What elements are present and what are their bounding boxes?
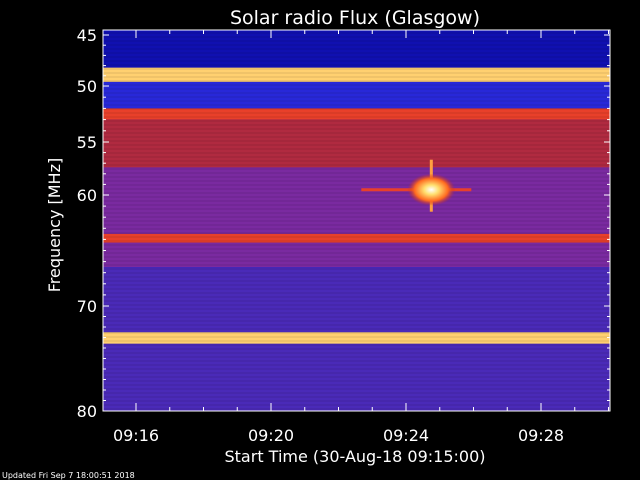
band-6 xyxy=(103,233,610,243)
plot-frame xyxy=(102,29,611,412)
band-7 xyxy=(103,242,610,268)
band-0 xyxy=(103,30,610,68)
band-9 xyxy=(103,332,610,344)
updated-timestamp: Updated Fri Sep 7 18:00:51 2018 xyxy=(2,471,135,480)
band-1 xyxy=(103,67,610,82)
y-tick-label: 80 xyxy=(77,402,97,421)
y-axis-label: Frequency [MHz] xyxy=(45,158,64,292)
y-tick-label: 50 xyxy=(77,77,97,96)
x-tick-label: 09:24 xyxy=(383,426,429,445)
x-axis: 09:16 09:20 09:24 09:28 xyxy=(113,30,609,445)
y-tick-label: 45 xyxy=(77,26,97,45)
y-axis: 45 50 55 60 70 80 xyxy=(77,26,610,421)
y-tick-label: 60 xyxy=(77,186,97,205)
band-10 xyxy=(103,343,610,411)
x-tick-label: 09:20 xyxy=(248,426,294,445)
band-3 xyxy=(103,108,610,120)
x-tick-label: 09:28 xyxy=(518,426,564,445)
band-2 xyxy=(103,81,610,109)
x-tick-label: 09:16 xyxy=(113,426,159,445)
y-tick-label: 55 xyxy=(77,133,97,152)
chart-title: Solar radio Flux (Glasgow) xyxy=(230,7,480,29)
y-tick-label: 70 xyxy=(77,297,97,316)
x-axis-label: Start Time (30-Aug-18 09:15:00) xyxy=(225,447,486,466)
plot-area xyxy=(103,30,610,411)
band-5 xyxy=(103,167,610,234)
solar-burst xyxy=(407,173,456,206)
band-8 xyxy=(103,267,610,333)
band-4 xyxy=(103,119,610,168)
